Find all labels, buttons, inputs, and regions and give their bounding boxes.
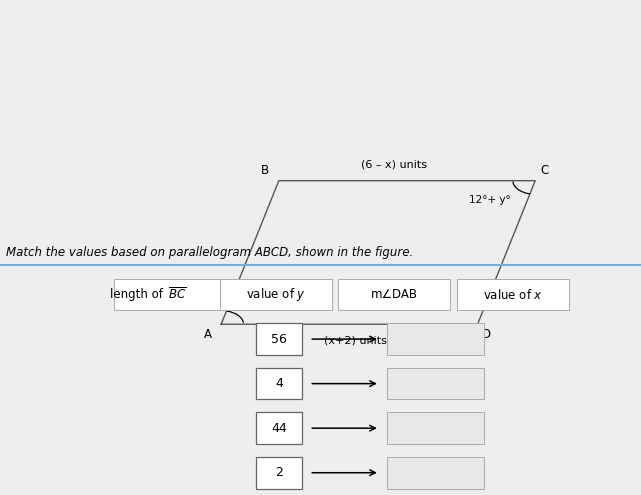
FancyBboxPatch shape [338, 279, 450, 310]
Text: value of $x$: value of $x$ [483, 288, 543, 301]
Text: (x+2) units: (x+2) units [324, 335, 387, 345]
Text: B: B [261, 164, 269, 177]
FancyBboxPatch shape [387, 412, 485, 444]
FancyBboxPatch shape [114, 279, 226, 310]
Text: m∠DAB: m∠DAB [370, 288, 418, 301]
Text: A: A [204, 328, 212, 341]
FancyBboxPatch shape [256, 412, 301, 444]
FancyBboxPatch shape [387, 323, 485, 355]
Text: 100° – y°: 100° – y° [246, 300, 294, 310]
FancyBboxPatch shape [457, 279, 569, 310]
Text: $\overline{BC}$: $\overline{BC}$ [168, 287, 186, 302]
Text: Match the values based on parallelogram ABCD, shown in the figure.: Match the values based on parallelogram … [6, 246, 413, 259]
FancyBboxPatch shape [219, 279, 332, 310]
FancyBboxPatch shape [256, 323, 301, 355]
Text: 4: 4 [275, 377, 283, 390]
Text: 56: 56 [271, 333, 287, 346]
FancyBboxPatch shape [256, 368, 301, 399]
Text: D: D [482, 328, 492, 341]
FancyBboxPatch shape [387, 457, 485, 489]
Text: length of: length of [110, 288, 167, 301]
Text: value of $y$: value of $y$ [246, 286, 306, 303]
FancyBboxPatch shape [256, 457, 301, 489]
Text: 12°+ y°: 12°+ y° [469, 195, 511, 204]
Text: (6 – x) units: (6 – x) units [362, 160, 427, 170]
Text: 44: 44 [271, 422, 287, 435]
Text: C: C [540, 164, 548, 177]
FancyBboxPatch shape [387, 368, 485, 399]
Text: 2: 2 [275, 466, 283, 479]
